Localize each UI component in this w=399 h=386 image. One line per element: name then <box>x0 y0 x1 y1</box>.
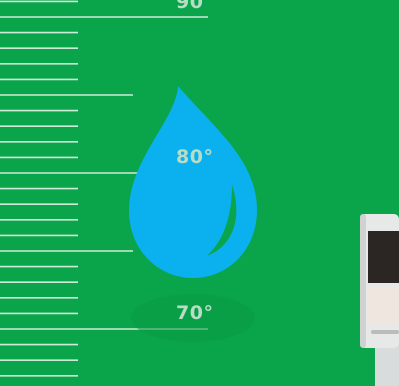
drop-reflection <box>131 294 255 342</box>
thermostat-screen <box>368 231 399 283</box>
thermostat-slot <box>371 330 399 334</box>
scale-label-70: 70° <box>176 302 214 324</box>
scale-label-80: 80° <box>176 146 214 168</box>
scale-label-90: 90° <box>176 0 214 13</box>
water-drop-icon <box>129 86 257 278</box>
